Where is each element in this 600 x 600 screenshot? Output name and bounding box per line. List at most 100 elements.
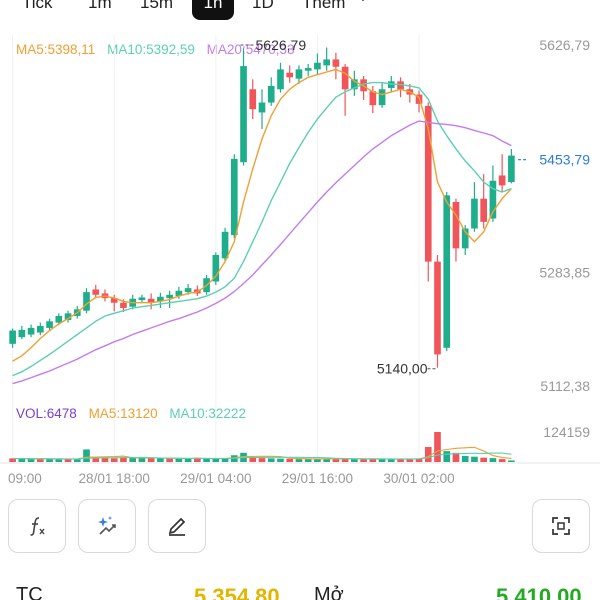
x-tick-label: 29/01 04:00 <box>180 471 251 486</box>
candle <box>184 288 192 293</box>
volume-bar <box>387 459 395 462</box>
candle <box>341 66 349 90</box>
candle <box>157 296 164 302</box>
candle <box>92 289 100 295</box>
volume-ma-line-ma5 <box>12 446 512 460</box>
candle <box>314 62 321 70</box>
candle <box>120 302 127 309</box>
vol-ma5-legend: MA5:13120 <box>88 406 158 421</box>
volume-bar <box>443 451 451 462</box>
candle <box>221 231 229 259</box>
x-tick-label: 30/01 02:00 <box>383 471 454 486</box>
volume-max-label: 124159 <box>543 424 590 440</box>
tab-1d[interactable]: 1D <box>252 0 274 12</box>
sparkle-trend-icon <box>98 516 116 535</box>
ma-legend: MA5:5398,11 MA10:5392,59 MA20:5470,33 <box>16 42 303 57</box>
candle <box>147 298 155 303</box>
volume-bar <box>46 458 53 462</box>
volume-bar <box>92 458 100 462</box>
volume-bar <box>249 457 257 462</box>
indicator-button[interactable] <box>8 499 66 553</box>
ma-line-ma20 <box>12 120 512 385</box>
candle <box>424 105 432 262</box>
volume-bar <box>166 458 173 462</box>
candle <box>295 69 303 79</box>
candle <box>332 59 340 67</box>
candle <box>37 325 44 333</box>
candle <box>471 198 478 229</box>
volume-bar <box>480 457 487 462</box>
volume-bar <box>351 459 358 462</box>
volume-bar <box>406 458 414 462</box>
volume-bar <box>498 459 506 462</box>
volume-bar <box>277 458 284 462</box>
fullscreen-button[interactable] <box>532 499 590 553</box>
volume-bar <box>37 458 44 462</box>
volume-bar <box>489 458 497 462</box>
volume-bar <box>18 458 26 462</box>
volume-bar <box>295 459 303 462</box>
open-price-label: Mở <box>314 584 344 600</box>
vol-value: VOL:6478 <box>16 406 77 421</box>
volume-bar <box>415 458 423 462</box>
volume-bar <box>332 458 340 462</box>
candle <box>212 254 220 282</box>
candle <box>489 180 497 219</box>
timeframe-tabbar: Tick 1m 15m 1h 1D Thêm <box>0 0 600 20</box>
volume-bar <box>286 458 294 462</box>
volume-bar <box>323 458 330 462</box>
volume-bar <box>221 458 229 462</box>
volume-bar <box>360 459 367 462</box>
candle <box>277 69 284 90</box>
tab-tick[interactable]: Tick <box>22 0 53 12</box>
volume-bar <box>147 458 155 462</box>
ma5-legend: MA5:5398,11 <box>16 42 96 57</box>
candle <box>508 155 515 183</box>
tab-1m[interactable]: 1m <box>88 0 112 12</box>
volume-ma-line-ma10 <box>12 452 512 460</box>
volume-bar <box>461 455 469 462</box>
x-tick-label: 29/01 16:00 <box>282 471 353 486</box>
volume-bar <box>129 457 137 462</box>
ma10-legend: MA10:5392,59 <box>107 42 195 57</box>
volume-bar <box>452 452 460 462</box>
candle <box>175 290 183 297</box>
function-icon <box>30 517 45 536</box>
candle <box>434 261 441 355</box>
candle <box>110 298 118 303</box>
draw-button[interactable] <box>148 499 206 553</box>
ma-line-ma5 <box>12 68 512 362</box>
candlestick-chart[interactable]: 5626,79 5453,79 5283,85 5112,38 5626,79 5140,… <box>0 0 600 490</box>
volume-bar <box>304 459 312 462</box>
candle <box>249 89 257 110</box>
x-tick-label: 09:00 <box>8 471 42 486</box>
volume-bar <box>471 456 478 462</box>
pencil-icon <box>168 517 186 536</box>
candle <box>498 175 506 186</box>
ma-line-ma10 <box>12 81 512 377</box>
candle <box>46 321 53 328</box>
tab-1h[interactable]: 1h <box>192 0 234 20</box>
volume-bar <box>424 447 432 462</box>
tab-more[interactable]: Thêm <box>302 0 346 12</box>
volume-bar <box>83 449 90 462</box>
volume-legend: VOL:6478 MA5:13120 MA10:32222 <box>16 406 254 421</box>
price-info-row: TC 5.354,80 Mở 5.410,00 <box>0 584 600 600</box>
ref-price-label: TC <box>16 584 43 600</box>
candle <box>240 66 247 163</box>
volume-bar <box>157 458 164 462</box>
candle <box>83 292 90 311</box>
candle <box>452 201 460 249</box>
volume-bar <box>110 458 118 462</box>
high-price-label: 5626,79 <box>256 37 307 53</box>
ai-drawing-button[interactable] <box>78 499 136 553</box>
candle <box>286 72 294 78</box>
expand-icon <box>552 517 570 535</box>
candle <box>258 102 266 113</box>
vol-ma10-legend: MA10:32222 <box>169 406 246 421</box>
volume-bar <box>64 459 72 462</box>
candle <box>55 315 63 323</box>
tab-15m[interactable]: 15m <box>140 0 174 12</box>
volume-bar <box>194 457 201 462</box>
candle <box>267 85 275 103</box>
